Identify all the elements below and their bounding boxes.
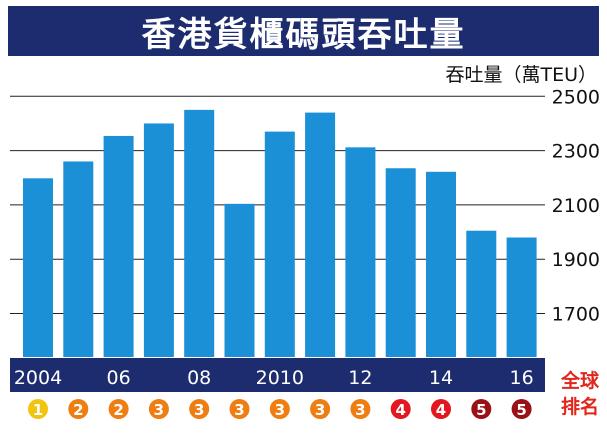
- rank-badge-number-2013: 4: [395, 401, 405, 419]
- global-rank-label-line1: 全球: [560, 370, 599, 392]
- rank-badge-number-2009: 3: [234, 401, 244, 419]
- x-tick-label-2010: 2010: [256, 367, 304, 389]
- bar-2014: [426, 171, 456, 357]
- y-tick-label-2500: 2500: [552, 86, 600, 108]
- x-tick-labels: 2004 06 08 2010 12 14 16: [14, 367, 534, 389]
- rank-badge-2009: [229, 399, 250, 419]
- rank-badge-number-2010: 3: [275, 401, 285, 419]
- y-tick-label-1900: 1900: [552, 249, 600, 271]
- x-tick-label-2016: 16: [510, 367, 534, 389]
- bar-2005: [63, 161, 94, 357]
- bar-2010: [264, 131, 295, 357]
- rank-badge-number-2005: 2: [73, 401, 83, 419]
- rank-badge-2007: [148, 399, 169, 419]
- rank-badge-2008: [189, 399, 210, 419]
- rank-badge-number-2006: 2: [113, 401, 123, 419]
- rank-badge-2004: [28, 399, 48, 419]
- y-axis-unit-label: 吞吐量（萬TEU）: [445, 64, 597, 86]
- x-tick-label-2014: 14: [429, 367, 453, 389]
- x-tick-label-2004: 2004: [14, 367, 62, 389]
- rank-badge-2005: [68, 399, 89, 419]
- chart-title: 香港貨櫃碼頭吞吐量: [141, 14, 466, 55]
- rank-badges: 1 2 2 3 3 3 3 3 3 4 4 5 5: [28, 399, 532, 419]
- y-tick-label-2300: 2300: [552, 141, 600, 163]
- rank-badge-2016: [511, 399, 532, 419]
- bar-2016: [506, 237, 537, 357]
- rank-badge-2012: [350, 399, 371, 419]
- bar-2015: [466, 230, 497, 357]
- title-bar: 香港貨櫃碼頭吞吐量: [8, 6, 599, 56]
- rank-badge-number-2011: 3: [315, 401, 325, 419]
- y-tick-label-1700: 1700: [552, 304, 600, 326]
- y-tick-labels: 1700 1900 2100 2300 2500: [552, 86, 600, 325]
- bar-2009: [224, 203, 255, 357]
- rank-badge-number-2007: 3: [154, 401, 164, 419]
- rank-badge-2006: [108, 399, 129, 419]
- rank-badge-number-2004: 1: [33, 401, 43, 419]
- bar-2013: [385, 168, 416, 357]
- rank-badge-number-2012: 3: [355, 401, 365, 419]
- rank-badge-number-2015: 5: [476, 401, 486, 419]
- rank-badge-2010: [269, 399, 290, 419]
- rank-badge-number-2016: 5: [516, 401, 526, 419]
- global-rank-label: 全球 排名: [556, 368, 604, 420]
- bar-2008: [184, 109, 215, 357]
- rank-badge-2014: [431, 399, 451, 419]
- bar-2007: [143, 123, 174, 357]
- rank-badge-2013: [390, 399, 411, 419]
- rank-badge-2011: [310, 399, 331, 419]
- rank-badge-number-2008: 3: [194, 401, 204, 419]
- x-axis-band: [10, 358, 545, 392]
- x-tick-label-2012: 12: [348, 367, 372, 389]
- bars: [23, 109, 537, 358]
- bar-2012: [345, 147, 376, 357]
- global-rank-label-line2: 排名: [560, 396, 599, 418]
- bar-2011: [305, 112, 336, 358]
- y-tick-label-2100: 2100: [552, 195, 600, 217]
- bar-2006: [103, 135, 134, 357]
- rank-badge-2015: [471, 399, 492, 419]
- x-tick-label-2008: 08: [187, 367, 211, 389]
- x-tick-label-2006: 06: [107, 367, 131, 389]
- bar-2004: [23, 178, 53, 357]
- rank-badge-number-2014: 4: [436, 401, 446, 419]
